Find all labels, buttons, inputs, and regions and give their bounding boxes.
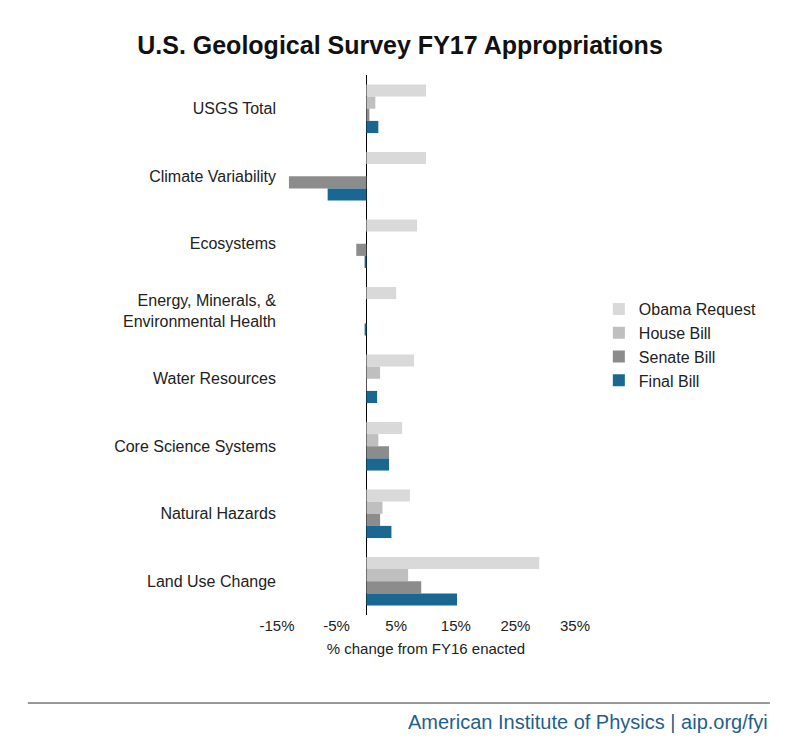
svg-text:Natural Hazards: Natural Hazards (160, 505, 276, 522)
svg-text:Energy, Minerals, &Environment: Energy, Minerals, &Environmental Health (123, 292, 276, 330)
svg-text:Obama Request: Obama Request (639, 301, 756, 318)
svg-text:USGS Total: USGS Total (193, 100, 276, 117)
svg-text:House Bill: House Bill (639, 325, 711, 342)
svg-text:Core Science Systems: Core Science Systems (114, 438, 276, 455)
svg-text:-15%: -15% (259, 617, 294, 634)
svg-text:5%: 5% (385, 617, 407, 634)
svg-text:25%: 25% (500, 617, 530, 634)
svg-text:American Institute of Physics: American Institute of Physics | aip.org/… (408, 711, 768, 733)
svg-text:Final Bill: Final Bill (639, 373, 699, 390)
svg-text:U.S. Geological Survey FY17 Ap: U.S. Geological Survey FY17 Appropriatio… (137, 31, 663, 59)
svg-text:Ecosystems: Ecosystems (190, 235, 276, 252)
svg-text:Water Resources: Water Resources (153, 370, 276, 387)
svg-text:15%: 15% (441, 617, 471, 634)
svg-text:35%: 35% (560, 617, 590, 634)
svg-text:Land Use Change: Land Use Change (147, 573, 276, 590)
svg-text:Senate Bill: Senate Bill (639, 349, 716, 366)
svg-text:-5%: -5% (323, 617, 350, 634)
svg-text:% change from FY16 enacted: % change from FY16 enacted (327, 640, 525, 657)
svg-text:Climate Variability: Climate Variability (149, 168, 276, 185)
